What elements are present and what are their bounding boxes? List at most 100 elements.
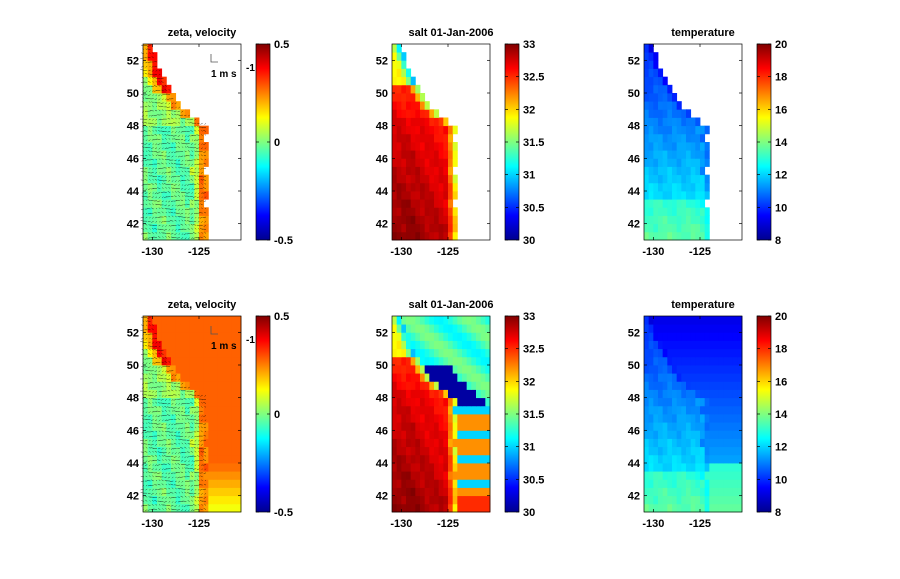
velocity-arrow	[171, 151, 174, 154]
velocity-arrow	[187, 139, 190, 142]
field-cell	[180, 389, 186, 399]
field-cell	[152, 397, 158, 407]
velocity-arrow	[175, 106, 177, 108]
field-cell	[667, 117, 673, 127]
field-cell	[401, 142, 407, 151]
field-cell	[396, 324, 402, 333]
field-cell	[700, 125, 706, 135]
field-cell	[681, 422, 687, 431]
velocity-arrow	[149, 382, 154, 384]
field-cell	[434, 487, 440, 497]
velocity-arrow	[170, 497, 174, 499]
field-cell	[396, 381, 402, 390]
velocity-arrow	[151, 196, 154, 198]
field-cell	[686, 463, 692, 472]
velocity-arrow	[204, 479, 207, 482]
field-cell	[392, 207, 398, 216]
field-cell	[147, 109, 153, 118]
field-cell	[152, 332, 158, 341]
field-cell	[401, 117, 407, 127]
field-cell	[231, 316, 237, 325]
field-cell	[676, 356, 682, 366]
velocity-arrow	[197, 415, 200, 418]
velocity-arrow	[147, 504, 151, 506]
field-cell	[171, 150, 177, 159]
velocity-arrow	[148, 118, 151, 121]
field-cell	[213, 479, 219, 488]
field-cell	[667, 231, 673, 241]
velocity-arrow	[191, 460, 194, 462]
field-cell	[434, 414, 440, 423]
field-cell	[152, 223, 158, 233]
field-cell	[161, 223, 167, 233]
field-cell	[695, 231, 701, 241]
field-cell	[462, 454, 468, 464]
field-cell	[728, 405, 734, 415]
field-cell	[410, 454, 416, 464]
colorbar-tick-label: -0.5	[274, 235, 293, 247]
field-cell	[401, 446, 407, 456]
field-cell	[732, 365, 738, 374]
field-cell	[658, 174, 664, 184]
field-cell	[410, 365, 416, 374]
field-cell	[718, 397, 724, 407]
field-cell	[392, 223, 398, 233]
field-cell	[166, 215, 172, 225]
field-cell	[396, 479, 402, 488]
field-cell	[644, 471, 650, 480]
field-cell	[424, 454, 430, 464]
field-cell	[448, 158, 454, 167]
velocity-arrow	[140, 216, 144, 219]
velocity-arrow	[175, 117, 177, 120]
field-cell	[396, 454, 402, 464]
field-cell	[653, 117, 659, 127]
field-cell	[448, 405, 454, 415]
field-cell	[143, 101, 149, 110]
field-cell	[396, 174, 402, 184]
velocity-arrow	[155, 503, 158, 506]
velocity-arrow	[197, 394, 200, 396]
field-cell	[143, 84, 149, 94]
field-cell	[704, 487, 710, 497]
field-cell	[227, 446, 233, 456]
field-cell	[401, 68, 407, 78]
field-cell	[690, 150, 696, 159]
velocity-arrow	[167, 414, 171, 416]
velocity-arrow	[165, 151, 167, 154]
field-cell	[222, 373, 228, 382]
velocity-arrow	[161, 187, 164, 189]
velocity-arrow	[183, 411, 187, 413]
velocity-arrow	[141, 324, 144, 327]
field-cell	[171, 142, 177, 151]
field-cell	[392, 93, 398, 102]
field-cell	[157, 84, 163, 94]
velocity-arrow	[191, 163, 194, 166]
velocity-arrow	[174, 233, 177, 236]
field-cell	[732, 454, 738, 464]
velocity-arrow	[184, 174, 187, 177]
field-cell	[208, 454, 214, 464]
velocity-arrow	[173, 435, 177, 437]
field-cell	[443, 340, 449, 350]
field-cell	[662, 373, 668, 382]
velocity-arrow	[168, 399, 171, 401]
field-cell	[662, 381, 668, 390]
field-cell	[213, 430, 219, 439]
velocity-arrow	[183, 397, 187, 400]
velocity-arrow	[151, 348, 154, 351]
field-cell	[681, 133, 687, 143]
velocity-arrow	[180, 199, 184, 202]
field-cell	[231, 463, 237, 472]
velocity-arrow	[196, 419, 200, 421]
velocity-arrow	[154, 419, 158, 422]
velocity-arrow	[178, 389, 181, 392]
field-cell	[415, 133, 421, 143]
field-cell	[653, 356, 659, 366]
field-cell	[709, 463, 715, 472]
field-cell	[161, 430, 167, 439]
field-cell	[662, 109, 668, 118]
field-cell	[420, 324, 426, 333]
field-cell	[644, 495, 650, 505]
velocity-arrow	[168, 423, 171, 426]
velocity-arrow	[158, 390, 161, 393]
